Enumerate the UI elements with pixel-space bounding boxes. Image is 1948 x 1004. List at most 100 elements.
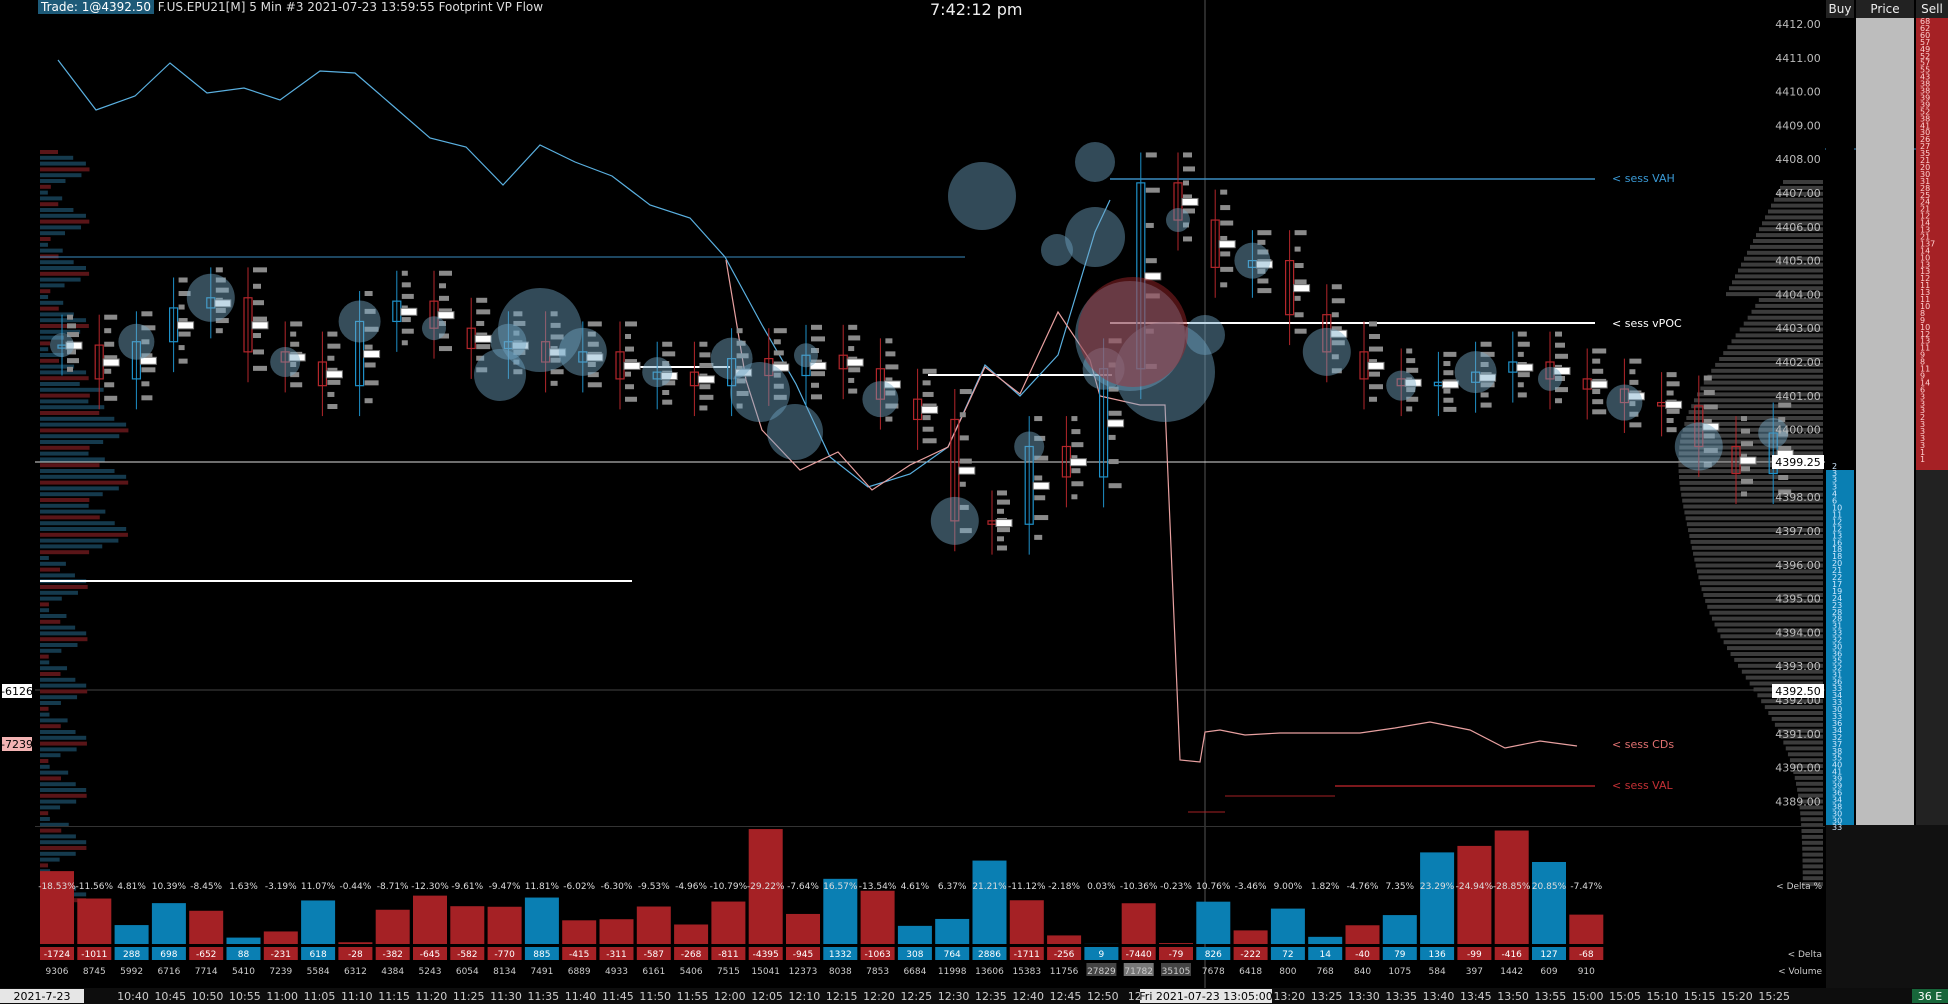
right-profile-bar — [1802, 858, 1823, 863]
footprint-cell — [550, 369, 564, 375]
dom-price-header: Price — [1856, 0, 1914, 18]
delta-pct-bar — [1233, 930, 1268, 944]
footprint-cell — [364, 398, 373, 404]
footprint-cell — [773, 328, 787, 334]
footprint-cell — [625, 396, 637, 402]
left-profile-bar — [40, 625, 76, 630]
dom-volume-cell: 39 — [1920, 93, 1930, 102]
time-label: 12:40 — [1012, 990, 1044, 1003]
price-label: 4410.00 — [1775, 86, 1821, 99]
footprint-cell — [922, 391, 934, 397]
left-profile-bar — [40, 190, 48, 195]
candle — [1758, 402, 1794, 504]
time-label: 12:45 — [1050, 990, 1082, 1003]
candle — [838, 324, 864, 400]
delta-label: -1063 — [865, 950, 891, 960]
footprint-cell — [290, 382, 303, 388]
candle — [1433, 351, 1459, 417]
footprint-cell — [1369, 359, 1377, 365]
left-profile-bar — [40, 370, 87, 375]
dom-buy-col-bottom — [1826, 470, 1854, 825]
symbol-label[interactable]: F.US.EPU21[M] — [157, 0, 246, 14]
clock: 7:42:12 pm — [930, 0, 1023, 19]
left-profile-bar — [40, 358, 60, 363]
footprint-cell — [1369, 371, 1380, 377]
footprint-cell — [885, 364, 899, 370]
delta-label: -1711 — [1014, 950, 1040, 960]
dom-volume-cell: 57 — [1920, 59, 1930, 68]
volume-label: 5406 — [680, 967, 703, 977]
left-profile-bar — [40, 266, 87, 270]
footprint-cell — [1145, 187, 1160, 193]
delta-pct-bar — [189, 910, 224, 944]
left-profile-bar — [40, 486, 119, 491]
right-profile-bar — [1771, 203, 1823, 208]
delta-cell — [189, 947, 224, 960]
volume-label: 8745 — [83, 967, 106, 977]
right-profile-bar — [1711, 616, 1823, 621]
big-trade-bubble — [1538, 366, 1562, 391]
poc-box — [251, 321, 269, 330]
big-trade-bubble — [186, 273, 235, 322]
dom-volume-cell: 137 — [1920, 239, 1935, 248]
footprint-cell — [885, 403, 899, 409]
dom-volume-cell: 21 — [1920, 205, 1930, 214]
right-profile-bar — [1688, 528, 1823, 533]
delta-label: -79 — [1169, 950, 1184, 960]
big-trade-bubble — [1075, 281, 1185, 391]
delta-label: -268 — [681, 950, 702, 960]
volume-label: 1075 — [1388, 967, 1411, 977]
dom-volume-cell: 31 — [1920, 177, 1930, 186]
right-profile-bar — [1734, 657, 1823, 662]
footprint-cell — [848, 324, 858, 330]
footprint-cell — [1555, 353, 1568, 359]
footprint-cell — [662, 399, 673, 405]
right-profile-bar — [1684, 421, 1823, 426]
left-profile-bar — [40, 382, 80, 386]
footprint-cell — [215, 287, 229, 293]
footprint-cell — [922, 415, 931, 421]
footprint-cell — [1369, 321, 1377, 327]
volume-label: 609 — [1540, 967, 1557, 977]
poc-box — [102, 358, 120, 367]
footprint-cell — [1331, 326, 1342, 332]
volume-label: 71782 — [1124, 967, 1153, 977]
footprint-cell — [1443, 397, 1454, 403]
delta-label: -652 — [196, 950, 216, 960]
volume-label: 5243 — [419, 967, 442, 977]
left-profile-bar — [40, 660, 50, 665]
footprint-cell — [141, 367, 156, 373]
delta-cell — [562, 947, 597, 960]
left-volume-profile — [40, 150, 129, 903]
delta-pct-label: 6.37% — [938, 882, 967, 892]
left-profile-bar — [40, 747, 77, 752]
footprint-cell — [848, 367, 861, 373]
left-profile-bar — [40, 428, 129, 433]
time-label: 11:00 — [266, 990, 298, 1003]
delta-label: 2886 — [978, 950, 1001, 960]
right-profile-bar — [1727, 646, 1823, 651]
volume-highlight — [1123, 963, 1154, 976]
candle — [1061, 416, 1087, 508]
time-label: 13:55 — [1535, 990, 1567, 1003]
delta-pct-bar — [1569, 914, 1604, 944]
big-trade-bubble — [558, 327, 607, 376]
left-profile-bar — [40, 753, 61, 758]
chart-header: Trade: 1@4392.50 F.US.EPU21[M] 5 Min #3 … — [38, 0, 543, 16]
interval-label[interactable]: 5 Min — [249, 0, 282, 14]
price-label: 4406.00 — [1775, 221, 1821, 234]
delta-pct-label: 23.29% — [1420, 882, 1455, 892]
time-label: 12:35 — [975, 990, 1007, 1003]
footprint-cell — [550, 322, 561, 328]
footprint-cell — [959, 528, 972, 534]
dom-volume-cell: 14 — [1920, 246, 1930, 255]
footprint-cell — [922, 438, 937, 444]
big-trade-bubble — [422, 316, 446, 341]
footprint-cell — [1480, 341, 1492, 347]
candle — [794, 324, 827, 406]
right-profile-bar — [1735, 274, 1823, 279]
footprint-cell — [1703, 418, 1712, 424]
left-profile-bar — [40, 306, 59, 311]
time-label: 13:45 — [1460, 990, 1492, 1003]
